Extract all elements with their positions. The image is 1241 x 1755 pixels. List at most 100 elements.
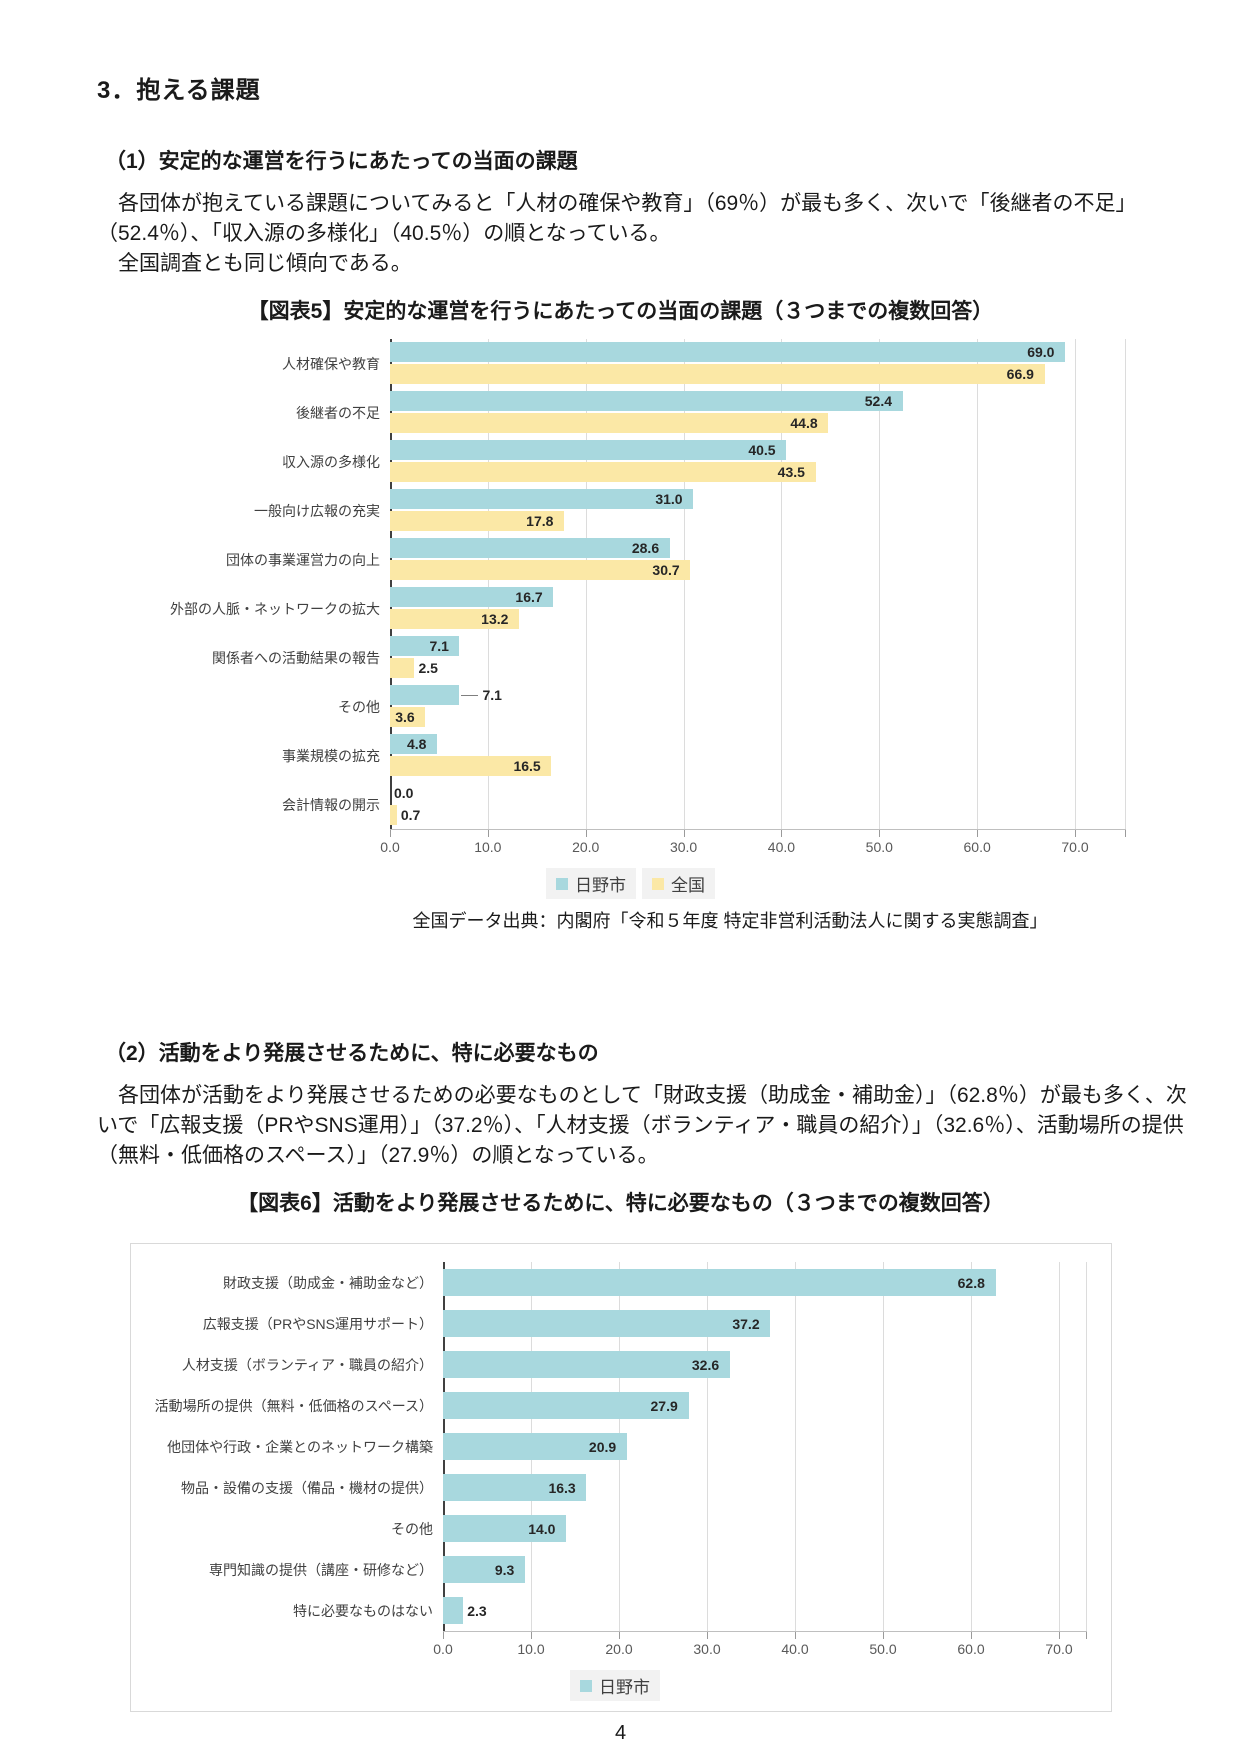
axis-tick <box>707 1632 708 1639</box>
bar-hino <box>390 342 1066 362</box>
value-label-hino: 27.9 <box>650 1397 678 1414</box>
category-label: 団体の事業運営力の向上 <box>226 551 380 568</box>
gridline <box>879 339 881 829</box>
figure6-chart-area: 財政支援（助成金・補助金など） 広報支援（PRやSNS運用サポート） 人材支援（ボラ… <box>143 1262 1093 1701</box>
axis-tick-label: 0.0 <box>433 1641 453 1657</box>
gridline <box>1086 1262 1087 1631</box>
bar-hino <box>390 734 437 754</box>
axis-tick-label: 20.0 <box>572 839 600 855</box>
axis-tick <box>971 1632 972 1639</box>
bar-hino <box>443 1392 689 1419</box>
axis-tick <box>1059 1632 1060 1639</box>
bar-hino <box>390 391 903 411</box>
legend-swatch-hino <box>580 1679 592 1692</box>
figure5-source-note: 全国データ出典：内閣府「令和５年度 特定非営利活動法人に関する実態調査」 <box>412 911 1048 931</box>
legend-item-hino: 日野市 <box>546 868 636 899</box>
value-label-hino: 32.6 <box>691 1356 720 1373</box>
legend-item-national: 全国 <box>642 868 715 899</box>
gridline <box>1125 339 1126 829</box>
value-label-hino: 40.5 <box>748 442 776 458</box>
bar-hino <box>443 1351 730 1378</box>
category-label: その他 <box>391 1520 433 1537</box>
value-label-national: 2.5 <box>418 660 438 676</box>
bar-national <box>390 658 415 678</box>
bar-national <box>390 511 565 531</box>
gridline <box>781 339 783 829</box>
bar-national <box>390 462 816 482</box>
figure5-category-labels: 人材確保や教育 後継者の不足 収入源の多様化 一般向け広報の充実 団体の事業運営力の向上… <box>135 339 390 830</box>
value-label-hino: 7.1 <box>482 687 502 703</box>
legend-label-national: 全国 <box>671 876 705 895</box>
section2-heading: （2）活動をより発展させるために、特に必要なもの <box>105 1042 599 1065</box>
bar-national <box>390 413 829 433</box>
value-label-hino: 37.2 <box>732 1315 760 1332</box>
bar-national <box>390 756 552 776</box>
figure5-chart: 人材確保や教育 後継者の不足 収入源の多様化 一般向け広報の充実 団体の事業運営力の向上… <box>135 339 1241 899</box>
value-label-national: 17.8 <box>526 513 554 529</box>
axis-tick-label: 40.0 <box>767 839 796 855</box>
bar-national <box>390 364 1045 384</box>
bar-hino <box>443 1310 771 1337</box>
category-label: 外部の人脈・ネットワークの拡大 <box>170 600 380 617</box>
axis-tick <box>619 1632 620 1639</box>
figure6-chart-frame: 財政支援（助成金・補助金など） 広報支援（PRやSNS運用サポート） 人材支援（ボラ… <box>130 1243 1112 1712</box>
axis-tick <box>1075 830 1076 837</box>
section1-paragraph-2: 全国調査とも同じ傾向である。 <box>118 252 412 275</box>
value-label-hino: 4.8 <box>406 736 427 752</box>
axis-tick <box>487 830 489 837</box>
bar-hino <box>390 587 554 607</box>
category-label: 活動場所の提供（無料・低価格のスペース） <box>154 1397 433 1414</box>
section2-paragraph-1: 各団体が活動をより発展させるための必要なものとして「財政支援（助成金・補助金）」… <box>97 1084 1187 1167</box>
gridline <box>585 339 587 829</box>
category-label: 他団体や行政・企業とのネットワーク構築 <box>167 1438 433 1455</box>
bar-national <box>390 805 397 825</box>
figure6-x-axis: 0.0 10.0 20.0 30.0 40.0 50.0 60.0 70.0 <box>433 1632 1087 1660</box>
axis-tick-label: 40.0 <box>781 1641 809 1657</box>
axis-tick <box>795 1632 796 1639</box>
value-label-hino: 20.9 <box>588 1438 617 1455</box>
section1-paragraph-1: 各団体が抱えている課題についてみると「人材の確保や教育」（69％）が最も多く、次… <box>97 192 1137 245</box>
value-label-national: 66.9 <box>1006 366 1034 382</box>
page-heading: 3．抱える課題 <box>97 77 261 104</box>
gridline <box>977 339 979 829</box>
axis-tick-label: 70.0 <box>1045 1641 1073 1657</box>
category-label: 広報支援（PRやSNS運用サポート） <box>202 1315 433 1332</box>
axis-tick <box>683 830 685 837</box>
bar-hino <box>443 1556 525 1583</box>
value-label-national: 3.6 <box>395 709 415 725</box>
legend-swatch-national <box>652 877 664 890</box>
value-label-national: 30.7 <box>652 562 680 578</box>
value-label-hino: 0.0 <box>394 785 414 801</box>
bar-hino <box>390 489 694 509</box>
value-label-hino: 14.0 <box>528 1520 556 1537</box>
value-label-hino: 16.7 <box>515 589 543 605</box>
gridline <box>683 339 685 829</box>
figure5-x-axis: 0.0 10.0 20.0 30.0 40.0 50.0 60.0 70.0 <box>380 830 1126 858</box>
page-number: 4 <box>614 1722 627 1744</box>
category-label: 関係者への活動結果の報告 <box>212 649 380 666</box>
category-label: 特に必要なものはない <box>293 1602 433 1619</box>
bar-hino <box>443 1474 587 1501</box>
axis-tick <box>585 830 587 837</box>
axis-tick-label: 50.0 <box>865 839 893 855</box>
gridline <box>1059 1262 1060 1631</box>
figure5-legend: 日野市 全国 <box>135 868 1126 899</box>
bar-hino <box>443 1433 627 1460</box>
category-label: 一般向け広報の充実 <box>254 502 380 519</box>
axis-tick-label: 30.0 <box>693 1641 721 1657</box>
gridline <box>883 1262 884 1631</box>
category-label: 事業規模の拡充 <box>282 747 380 764</box>
axis-tick-label: 60.0 <box>957 1641 985 1657</box>
bar-national <box>390 707 426 727</box>
value-label-national: 44.8 <box>790 415 818 431</box>
figure5-plot: 69.0 52.4 40.5 31.0 28.6 16.7 7.1 7.1 4.8 0.0 66.9… <box>390 339 1126 830</box>
value-label-hino: 16.3 <box>548 1479 576 1496</box>
axis-tick-label: 50.0 <box>869 1641 897 1657</box>
bar-hino <box>390 538 670 558</box>
figure5-caption: 【図表5】安定的な運営を行うにあたっての当面の課題（３つまでの複数回答） <box>247 300 994 323</box>
value-label-national: 13.2 <box>481 611 509 627</box>
gridline <box>1075 339 1076 829</box>
axis-tick <box>879 830 881 837</box>
axis-tick <box>883 1632 884 1639</box>
